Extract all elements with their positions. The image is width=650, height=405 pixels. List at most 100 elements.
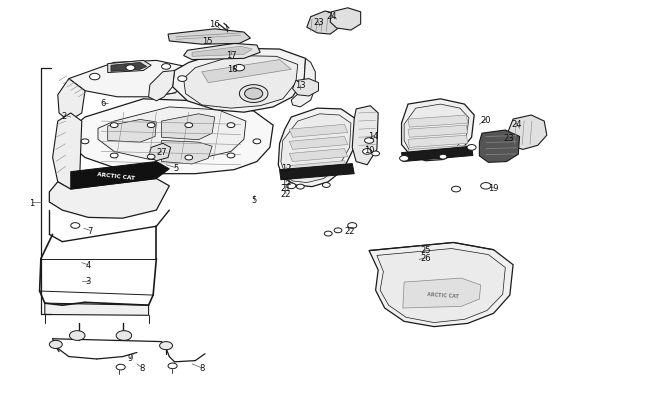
Text: 4: 4 bbox=[86, 260, 91, 270]
Polygon shape bbox=[183, 56, 298, 109]
Polygon shape bbox=[202, 60, 291, 83]
Polygon shape bbox=[479, 131, 519, 163]
Polygon shape bbox=[45, 303, 149, 315]
Text: 19: 19 bbox=[488, 184, 499, 193]
Circle shape bbox=[177, 77, 187, 82]
Polygon shape bbox=[53, 114, 82, 190]
Text: 22: 22 bbox=[281, 190, 291, 199]
Polygon shape bbox=[408, 116, 468, 128]
Circle shape bbox=[49, 341, 62, 349]
Polygon shape bbox=[111, 63, 147, 72]
Polygon shape bbox=[403, 278, 480, 308]
Polygon shape bbox=[404, 105, 469, 156]
Polygon shape bbox=[173, 49, 306, 113]
Text: 14: 14 bbox=[369, 131, 379, 141]
Polygon shape bbox=[291, 59, 315, 108]
Polygon shape bbox=[58, 79, 85, 122]
Polygon shape bbox=[162, 141, 212, 164]
Circle shape bbox=[348, 223, 357, 229]
Circle shape bbox=[227, 124, 235, 128]
Text: 1: 1 bbox=[29, 198, 34, 207]
Polygon shape bbox=[289, 161, 348, 174]
Text: 16: 16 bbox=[209, 20, 220, 30]
Polygon shape bbox=[307, 12, 341, 35]
Text: 23: 23 bbox=[313, 18, 324, 28]
Text: 11: 11 bbox=[281, 178, 291, 187]
Polygon shape bbox=[289, 125, 348, 138]
Text: 20: 20 bbox=[480, 115, 491, 124]
Text: 9: 9 bbox=[128, 354, 133, 362]
Circle shape bbox=[148, 124, 155, 128]
Circle shape bbox=[162, 64, 171, 70]
Circle shape bbox=[439, 155, 447, 160]
Text: 8: 8 bbox=[139, 364, 145, 373]
Polygon shape bbox=[281, 115, 351, 183]
Text: 17: 17 bbox=[226, 51, 237, 60]
Polygon shape bbox=[149, 71, 174, 102]
Polygon shape bbox=[377, 249, 505, 323]
Polygon shape bbox=[168, 30, 250, 45]
Polygon shape bbox=[108, 61, 151, 73]
Text: 5: 5 bbox=[251, 196, 256, 205]
Polygon shape bbox=[402, 147, 473, 162]
Circle shape bbox=[253, 140, 261, 144]
Text: ARCTIC CAT: ARCTIC CAT bbox=[97, 172, 135, 181]
Polygon shape bbox=[408, 146, 468, 158]
Polygon shape bbox=[330, 9, 361, 31]
Polygon shape bbox=[506, 116, 547, 150]
Text: 23: 23 bbox=[503, 133, 514, 143]
Polygon shape bbox=[162, 115, 214, 141]
Polygon shape bbox=[352, 107, 378, 165]
Polygon shape bbox=[149, 144, 171, 161]
Polygon shape bbox=[408, 136, 468, 148]
Polygon shape bbox=[71, 100, 273, 174]
Text: 7: 7 bbox=[88, 226, 93, 235]
Polygon shape bbox=[183, 44, 260, 60]
Polygon shape bbox=[153, 67, 192, 110]
Text: ARCTIC CAT: ARCTIC CAT bbox=[427, 291, 459, 298]
Circle shape bbox=[239, 85, 268, 103]
Circle shape bbox=[322, 183, 330, 188]
Circle shape bbox=[400, 156, 409, 162]
Circle shape bbox=[365, 139, 374, 144]
Polygon shape bbox=[108, 120, 157, 143]
Polygon shape bbox=[69, 61, 192, 98]
Circle shape bbox=[160, 342, 173, 350]
Polygon shape bbox=[49, 179, 170, 219]
Polygon shape bbox=[369, 243, 513, 327]
Circle shape bbox=[148, 155, 155, 160]
Circle shape bbox=[116, 331, 132, 341]
Polygon shape bbox=[278, 109, 356, 187]
Circle shape bbox=[244, 89, 263, 100]
Polygon shape bbox=[71, 162, 170, 190]
Circle shape bbox=[71, 223, 80, 229]
Text: 10: 10 bbox=[364, 145, 374, 155]
Polygon shape bbox=[280, 164, 354, 180]
Circle shape bbox=[324, 232, 332, 237]
Text: 13: 13 bbox=[295, 81, 306, 90]
Text: 22: 22 bbox=[344, 226, 355, 235]
Circle shape bbox=[70, 331, 85, 341]
Text: 24: 24 bbox=[511, 119, 521, 128]
Circle shape bbox=[363, 149, 372, 155]
Circle shape bbox=[227, 153, 235, 158]
Text: 15: 15 bbox=[202, 36, 212, 45]
Circle shape bbox=[111, 153, 118, 158]
Text: 27: 27 bbox=[156, 147, 167, 157]
Polygon shape bbox=[402, 100, 474, 161]
Polygon shape bbox=[289, 149, 348, 162]
Circle shape bbox=[234, 65, 244, 72]
Circle shape bbox=[185, 124, 192, 128]
Circle shape bbox=[467, 145, 476, 151]
Circle shape bbox=[372, 151, 380, 156]
Text: 24: 24 bbox=[326, 11, 337, 21]
Text: 6: 6 bbox=[101, 99, 106, 108]
Text: 2: 2 bbox=[62, 111, 67, 120]
Circle shape bbox=[111, 124, 118, 128]
Circle shape bbox=[126, 66, 135, 71]
Circle shape bbox=[168, 363, 177, 369]
Circle shape bbox=[90, 74, 100, 81]
Text: 8: 8 bbox=[199, 364, 205, 373]
Polygon shape bbox=[192, 47, 252, 57]
Polygon shape bbox=[292, 79, 318, 97]
